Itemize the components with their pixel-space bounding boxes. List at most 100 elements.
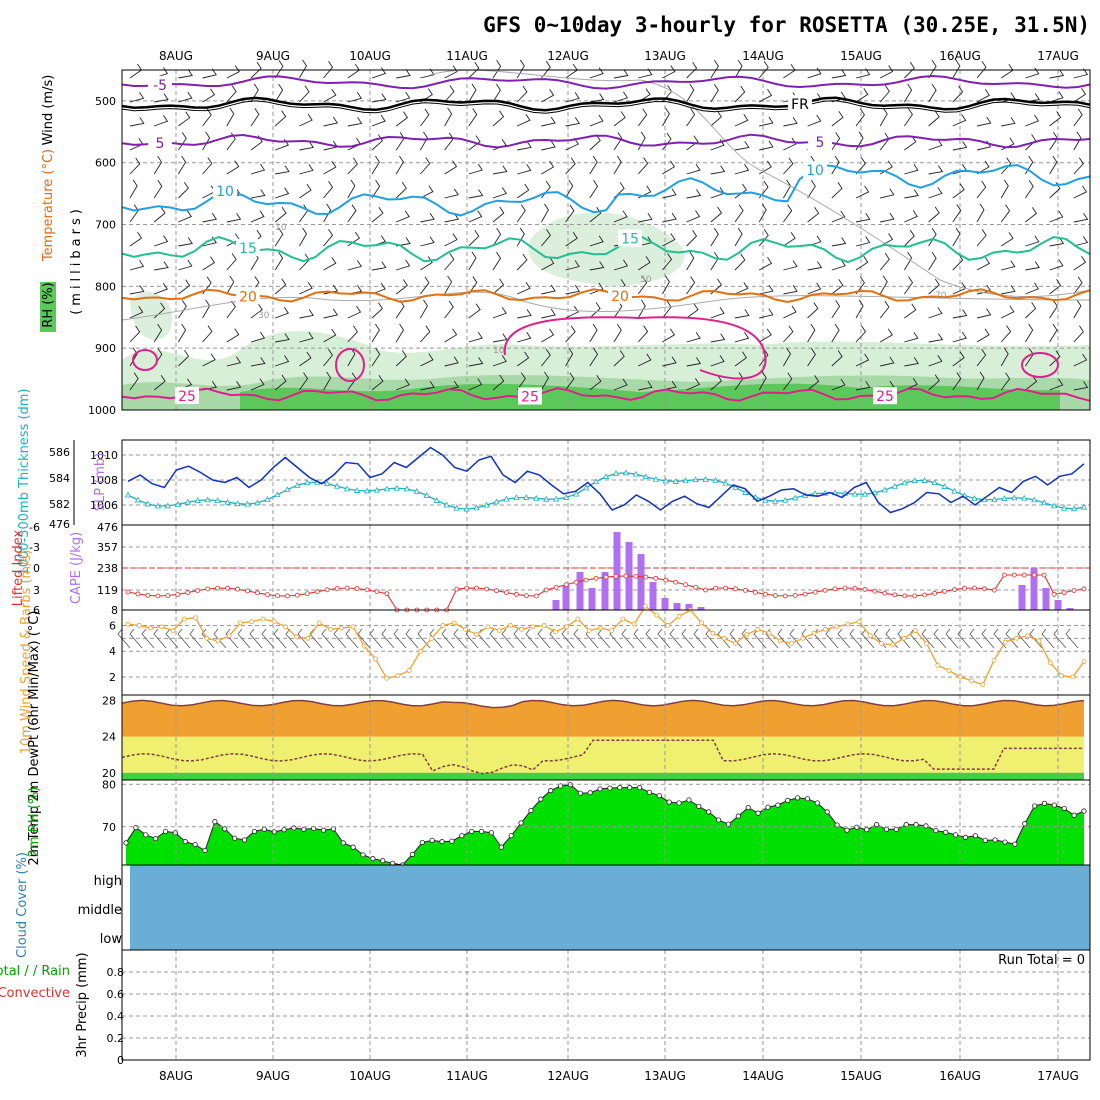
rh2m-marker — [755, 810, 761, 816]
y-tick-label: 3 — [33, 584, 40, 597]
wind-barb — [662, 300, 672, 319]
wind-barb — [686, 83, 695, 103]
y-tick-label: 0.2 — [107, 1032, 125, 1045]
rh2m-marker — [153, 836, 159, 842]
y-tick-label: 80 — [102, 778, 116, 791]
rh2m-marker — [518, 820, 524, 826]
wind-barb — [662, 275, 670, 295]
wind10-barb — [825, 628, 839, 649]
wind10-barb — [201, 628, 215, 649]
y-tick-label: 586 — [49, 446, 70, 459]
lifted-index-marker — [165, 593, 171, 599]
lifted-index-marker — [762, 591, 768, 597]
bottom-date-label: 8AUG — [159, 1069, 193, 1083]
wind10-marker — [260, 616, 266, 622]
wind-barb — [638, 213, 653, 223]
wind-barb — [323, 180, 334, 199]
thickness-marker — [1031, 496, 1038, 503]
wind10-barb — [165, 628, 179, 649]
wind-barb — [178, 181, 189, 199]
wind-barb — [420, 212, 435, 223]
thickness-marker — [363, 487, 371, 494]
wind-barb — [395, 182, 407, 199]
rh2m-marker — [943, 829, 949, 835]
wind10-barb — [849, 628, 863, 649]
contour-label-bg — [803, 161, 827, 179]
wind-barb — [758, 328, 772, 343]
thickness-marker — [692, 476, 699, 483]
wind-barb — [904, 229, 915, 247]
wind-barb — [710, 333, 726, 343]
panel-frame — [121, 439, 1091, 526]
lifted-index-marker — [324, 587, 330, 593]
wind10-marker — [395, 673, 401, 679]
wind-barb — [129, 260, 145, 271]
wind-barb — [517, 113, 531, 127]
rh2m-marker — [923, 823, 929, 829]
wind-barb — [904, 108, 913, 127]
rh2m-marker — [686, 797, 692, 803]
wind-barb — [202, 68, 217, 79]
wind-barb — [783, 157, 794, 175]
rh2m-area — [126, 784, 1084, 865]
wind-barb — [952, 309, 968, 319]
wind-barb — [492, 227, 502, 247]
lifted-index-marker — [982, 586, 987, 592]
bottom-date-label: 13AUG — [644, 1069, 686, 1083]
wind-barb — [541, 60, 551, 79]
wind-barb — [154, 282, 168, 295]
wind10-marker — [271, 619, 277, 624]
lifted-index-marker — [504, 590, 509, 595]
wind-barb — [396, 91, 411, 103]
wind10-marker — [856, 619, 862, 624]
wind-barb — [444, 233, 458, 247]
contour-label-bg — [808, 133, 832, 151]
wind-barb — [928, 251, 937, 271]
wind10-marker — [215, 638, 221, 644]
slp-axis-label: SLP (mb) — [93, 453, 108, 512]
lifted-index-marker — [235, 586, 240, 592]
wind-barb — [734, 253, 746, 271]
lifted-index-marker — [1051, 591, 1057, 597]
wind10-barb — [981, 628, 995, 649]
wind-barb — [807, 375, 820, 391]
wind-barb — [129, 372, 139, 391]
wind-barb — [492, 83, 501, 103]
wind-barb — [831, 210, 846, 223]
wind-barb — [444, 65, 458, 79]
cape-bar — [661, 598, 669, 610]
wind-barb — [783, 232, 796, 247]
wind-barb — [565, 117, 581, 127]
rh-contour-label: 50 — [640, 275, 652, 285]
y-tick-label: 600 — [95, 157, 116, 170]
wind-barb — [565, 347, 574, 367]
thickness-marker — [1040, 499, 1048, 506]
wind-barb — [880, 212, 895, 223]
lifted-index-marker — [922, 592, 928, 598]
wind-barb — [1049, 111, 1062, 127]
cape-bar — [637, 554, 645, 610]
wind10-barb — [141, 628, 155, 649]
rh2m-marker — [548, 788, 554, 794]
rh-legend-swatch — [40, 282, 56, 332]
rh2m-marker — [962, 834, 969, 840]
panel-frame — [121, 69, 1091, 411]
rh2m-marker — [251, 828, 257, 835]
rh2m-marker — [627, 785, 633, 791]
wind-barb — [1001, 92, 1016, 103]
wind10-barb — [681, 628, 695, 649]
wind-axis-label: Wind (m/s) — [41, 75, 56, 146]
wind10-barb — [297, 628, 311, 649]
rh2m-marker — [636, 785, 643, 791]
wind10-marker — [665, 623, 671, 628]
thickness-marker — [244, 500, 251, 507]
wind-barb — [202, 299, 211, 319]
y-tick-label: 1010 — [90, 449, 118, 462]
wind-barb — [274, 83, 284, 103]
wind-barb — [371, 155, 380, 175]
rh2m-marker — [370, 856, 376, 862]
wind10-marker — [1014, 635, 1019, 641]
rh2m-marker — [498, 844, 504, 850]
thickness-marker — [881, 486, 889, 493]
